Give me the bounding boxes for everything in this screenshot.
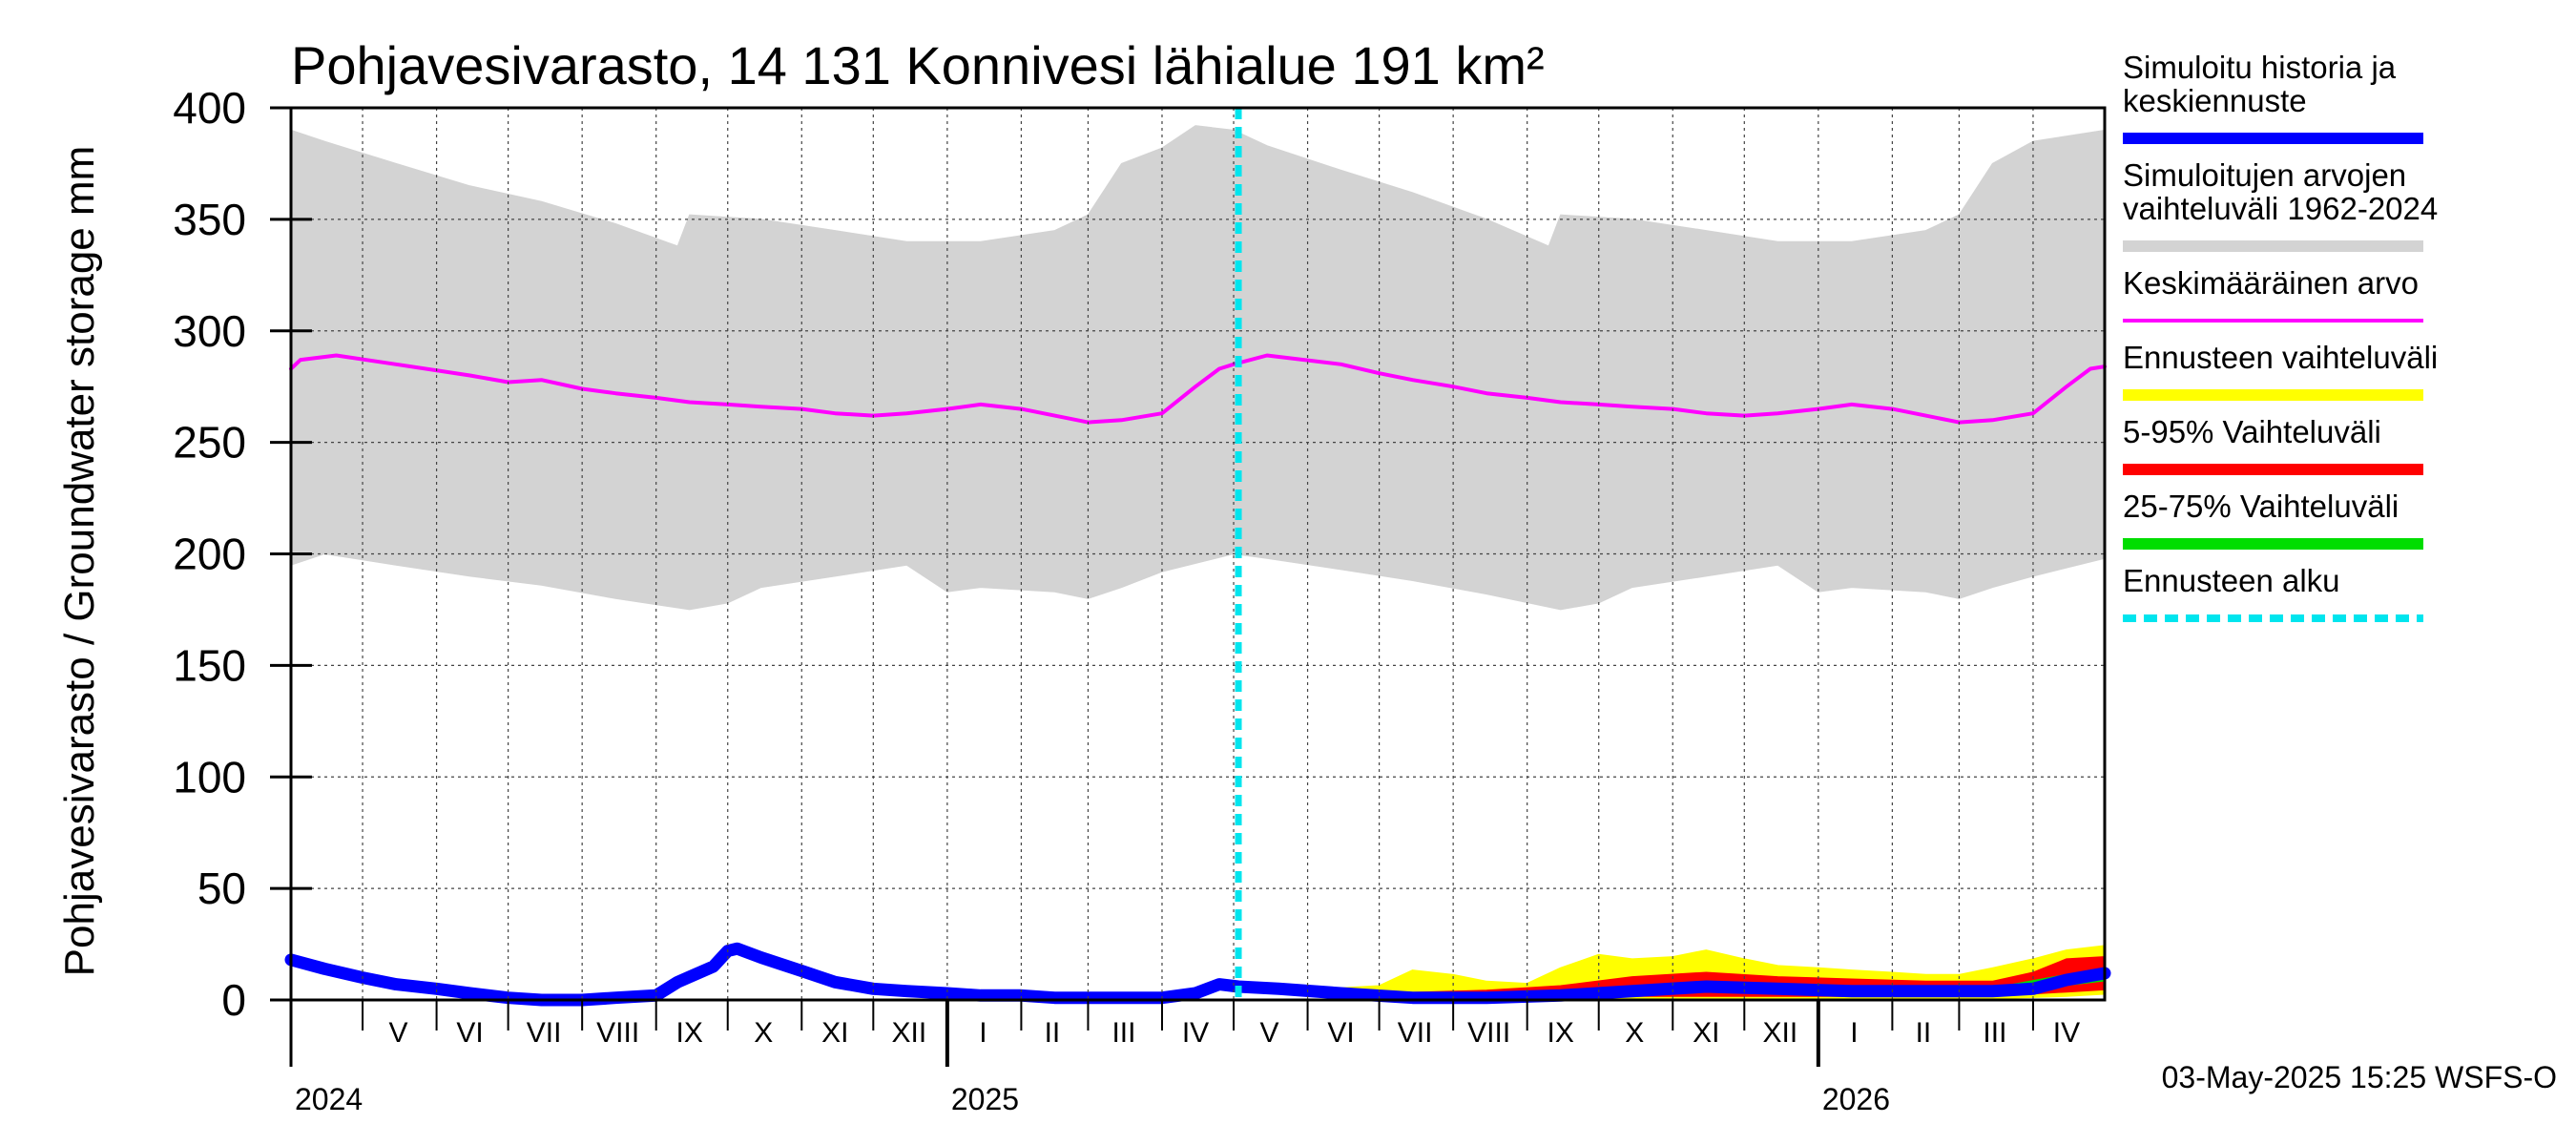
legend-item-25-75-vaihteluvali: 25-75% Vaihteluväli <box>2123 489 2423 550</box>
legend-label: Simuloitujen arvojen <box>2123 157 2406 193</box>
y-tick-label: 50 <box>197 864 246 913</box>
y-tick-label: 200 <box>173 530 246 579</box>
legend-label: Keskimääräinen arvo <box>2123 265 2419 301</box>
x-month-label: XII <box>1762 1017 1797 1049</box>
legend: Simuloitu historia jakeskiennusteSimuloi… <box>2123 50 2438 622</box>
legend-label: keskiennuste <box>2123 83 2307 118</box>
x-year-label: 2026 <box>1822 1082 1890 1116</box>
x-month-label: VI <box>1327 1017 1354 1049</box>
y-axis: 0 50 100 150 200 250 300 350 400 <box>173 83 312 1025</box>
y-tick-label: 300 <box>173 306 246 356</box>
x-month-label: II <box>1916 1017 1932 1049</box>
legend-label: Simuloitu historia ja <box>2123 50 2397 85</box>
x-month-label: X <box>1625 1017 1644 1049</box>
x-month-label: XI <box>821 1017 848 1049</box>
x-year-label: 2024 <box>295 1082 363 1116</box>
legend-item-ennusteen-vaihteluvali: Ennusteen vaihteluväli <box>2123 340 2438 401</box>
y-tick-label: 350 <box>173 195 246 244</box>
chart-title: Pohjavesivarasto, 14 131 Konnivesi lähia… <box>291 35 1545 95</box>
legend-label: Ennusteen alku <box>2123 563 2340 598</box>
x-month-label: V <box>389 1017 408 1049</box>
y-axis-label: Pohjavesivarasto / Groundwater storage m… <box>56 146 103 977</box>
x-month-label: I <box>979 1017 987 1049</box>
x-month-label: I <box>1850 1017 1858 1049</box>
x-month-label: IX <box>676 1017 703 1049</box>
plot-area <box>284 106 2111 1007</box>
line-keskimaarainen-arvo <box>289 353 2107 425</box>
legend-label: vaihteluväli 1962-2024 <box>2123 191 2438 226</box>
x-year-label: 2025 <box>951 1082 1019 1116</box>
y-tick-label: 400 <box>173 83 246 133</box>
x-month-label: VIII <box>596 1017 639 1049</box>
legend-label: 5-95% Vaihteluväli <box>2123 414 2381 449</box>
band-simuloitujen-arvojen-vaihteluvali-1962-2024 <box>290 125 2106 611</box>
legend-item-ennusteen-alku: Ennusteen alku <box>2123 563 2423 622</box>
x-month-label: VII <box>527 1017 562 1049</box>
grid-layer <box>291 108 2105 1000</box>
x-month-label: IX <box>1548 1017 1574 1049</box>
x-month-label: II <box>1045 1017 1061 1049</box>
legend-label: Ennusteen vaihteluväli <box>2123 340 2438 375</box>
x-month-label: XII <box>891 1017 926 1049</box>
legend-label: 25-75% Vaihteluväli <box>2123 489 2399 524</box>
x-month-label: III <box>1111 1017 1135 1049</box>
x-month-label: IV <box>1182 1017 1209 1049</box>
legend-item-5-95-vaihteluvali: 5-95% Vaihteluväli <box>2123 414 2423 475</box>
x-month-label: V <box>1260 1017 1279 1049</box>
y-tick-label: 150 <box>173 640 246 690</box>
x-month-label: IV <box>2053 1017 2080 1049</box>
x-month-label: VIII <box>1467 1017 1510 1049</box>
x-month-label: X <box>754 1017 773 1049</box>
x-month-label: VII <box>1398 1017 1433 1049</box>
y-tick-label: 250 <box>173 418 246 468</box>
x-month-label: XI <box>1693 1017 1719 1049</box>
legend-item-keskimaarainen-arvo: Keskimääräinen arvo <box>2123 265 2423 323</box>
x-month-label: VI <box>456 1017 483 1049</box>
y-tick-label: 100 <box>173 752 246 802</box>
y-tick-label: 0 <box>221 975 246 1025</box>
x-axis: V VI VII VIII IX X XI XII I II III IV V VI VII VIII IX X X… <box>289 1000 2080 1116</box>
x-month-label: III <box>1983 1017 2006 1049</box>
footer-timestamp: 03-May-2025 15:25 WSFS-O <box>2162 1060 2557 1094</box>
